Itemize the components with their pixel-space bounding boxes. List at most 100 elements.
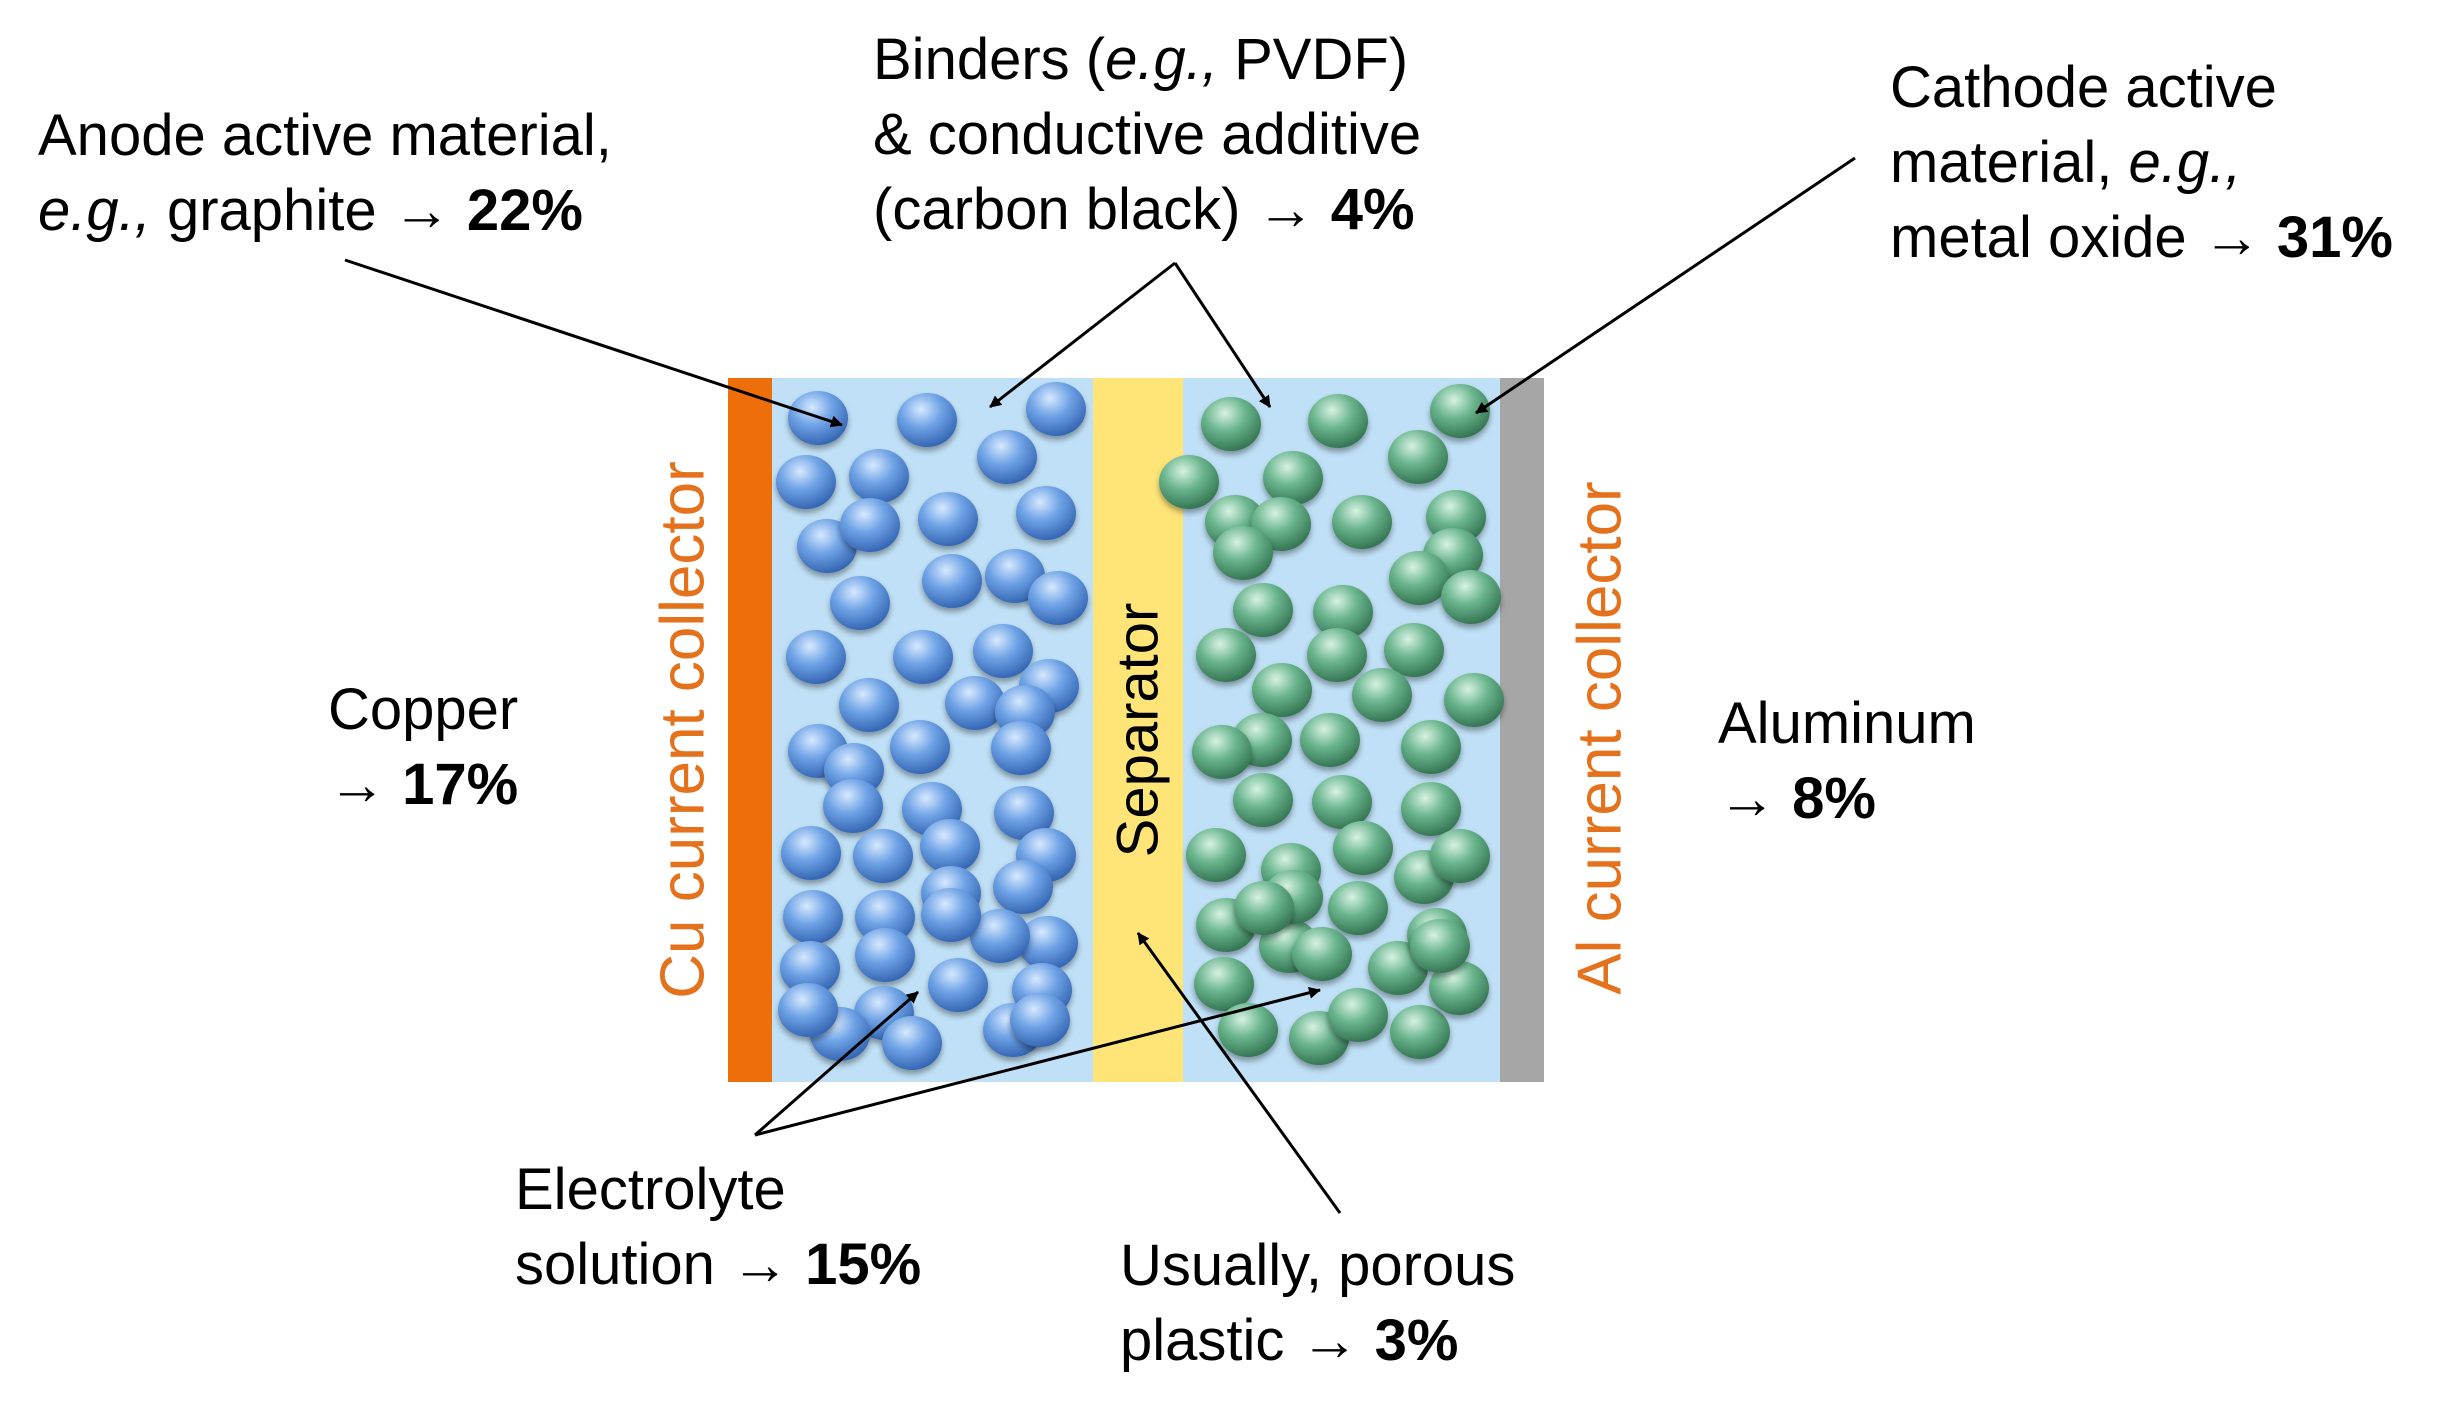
aluminum-label-line2: → 8% <box>1718 766 1876 831</box>
anode-particle <box>778 983 838 1037</box>
anode-particle <box>1010 993 1070 1047</box>
separator-material-line2: plastic → 3% <box>1120 1308 1459 1373</box>
copper-label-line2: → 17% <box>328 752 519 817</box>
anode-particle <box>1016 486 1076 540</box>
anode-particle <box>830 576 890 630</box>
anode-particle <box>970 909 1030 963</box>
anode-particle <box>855 890 915 944</box>
cathode-particle <box>1201 397 1261 451</box>
anode-percent: 22% <box>466 178 583 243</box>
anode-particle <box>993 860 1053 914</box>
separator-arrow <box>1136 932 1342 1214</box>
anode-particle <box>918 492 978 546</box>
anode-particle <box>1018 916 1078 970</box>
binders-label-line2: & conductive additive <box>873 102 1422 167</box>
anode-label-line1: Anode active material, <box>38 103 612 168</box>
cathode-particle <box>1307 628 1367 682</box>
cathode-percent: 31% <box>2276 205 2393 270</box>
electrolyte-arrow-anode <box>754 990 919 1137</box>
cathode-label-line3: metal oxide → 31% <box>1890 205 2393 270</box>
cathode-particle <box>1401 720 1461 774</box>
binders-percent: 4% <box>1330 177 1415 242</box>
separator-percent: 3% <box>1374 1308 1459 1373</box>
electrolyte-arrow-cathode <box>754 986 1321 1137</box>
cathode-particle <box>1300 713 1360 767</box>
anode-particle <box>786 630 846 684</box>
cathode-particle <box>1213 526 1273 580</box>
anode-particle <box>890 720 950 774</box>
binder-arrow-anode <box>989 261 1176 409</box>
cathode-label-line2: material, e.g., <box>1890 130 2242 195</box>
aluminum-label-line1: Aluminum <box>1718 691 1976 756</box>
anode-particle <box>973 624 1033 678</box>
cathode-particle <box>1292 927 1352 981</box>
anode-particle <box>840 498 900 552</box>
anode-particle <box>781 826 841 880</box>
anode-particles <box>776 382 1088 1070</box>
electrolyte-label-line1: Electrolyte <box>515 1157 786 1222</box>
aluminum-label: Aluminum → 8% <box>1718 686 1976 836</box>
cathode-arrow <box>1475 156 1856 415</box>
cu-current-collector-label: Cu current collector <box>648 461 718 999</box>
electrolyte-label-line2: solution → 15% <box>515 1232 922 1297</box>
al-current-collector-label: Al current collector <box>1565 481 1635 995</box>
cathode-particle <box>1389 551 1449 605</box>
separator-material-line1: Usually, porous <box>1120 1233 1516 1298</box>
anode-particle <box>893 630 953 684</box>
cathode-particle <box>1333 821 1393 875</box>
anode-particle <box>921 888 981 942</box>
binders-label: Binders (e.g., PVDF) & conductive additi… <box>873 22 1421 247</box>
cathode-particle <box>1430 384 1490 438</box>
cathode-particle <box>1192 725 1252 779</box>
separator-label: Separator <box>1105 602 1171 858</box>
cathode-particles <box>1159 384 1504 1065</box>
copper-label-line1: Copper <box>328 677 519 742</box>
cathode-particle <box>1233 773 1293 827</box>
anode-arrow <box>344 258 843 428</box>
copper-percent: 17% <box>402 752 519 817</box>
anode-particle <box>780 941 840 995</box>
cathode-particle <box>1401 782 1461 836</box>
cathode-particle <box>1234 881 1294 935</box>
aluminum-current-collector <box>1500 378 1544 1082</box>
anode-particle <box>855 928 915 982</box>
copper-current-collector <box>728 378 772 1082</box>
cathode-particle <box>1263 451 1323 505</box>
anode-particle <box>776 455 836 509</box>
cathode-label: Cathode active material, e.g., metal oxi… <box>1890 50 2393 275</box>
cathode-particle <box>1186 828 1246 882</box>
binder-arrow-cathode <box>1173 262 1272 408</box>
anode-particle <box>1028 571 1088 625</box>
binders-label-line3: (carbon black) → 4% <box>873 177 1415 242</box>
cathode-particle <box>1313 585 1373 639</box>
anode-particle <box>849 449 909 503</box>
cathode-particle <box>1429 961 1489 1015</box>
cathode-particle <box>1159 455 1219 509</box>
separator-material-label: Usually, porous plastic → 3% <box>1120 1228 1515 1378</box>
cathode-particle <box>1252 663 1312 717</box>
anode-particle <box>920 819 980 873</box>
cathode-particle <box>1308 394 1368 448</box>
aluminum-percent: 8% <box>1792 766 1876 831</box>
cathode-particle <box>1388 430 1448 484</box>
cathode-particle <box>1332 495 1392 549</box>
electrolyte-label: Electrolyte solution → 15% <box>515 1152 921 1302</box>
anode-particle <box>783 890 843 944</box>
anode-particle <box>928 958 988 1012</box>
copper-label: Copper → 17% <box>328 672 518 822</box>
cathode-particle <box>1384 623 1444 677</box>
anode-particle <box>922 554 982 608</box>
anode-particle <box>994 786 1054 840</box>
binders-label-line1: Binders (e.g., PVDF) <box>873 27 1409 92</box>
anode-particle <box>853 829 913 883</box>
anode-label: Anode active material, e.g., graphite → … <box>38 98 612 248</box>
cathode-particle <box>1410 919 1470 973</box>
anode-particle <box>977 430 1037 484</box>
cathode-particle <box>1218 1003 1278 1057</box>
cathode-particle <box>1441 570 1501 624</box>
anode-particle <box>839 678 899 732</box>
anode-particle <box>823 779 883 833</box>
cathode-particle <box>1328 988 1388 1042</box>
